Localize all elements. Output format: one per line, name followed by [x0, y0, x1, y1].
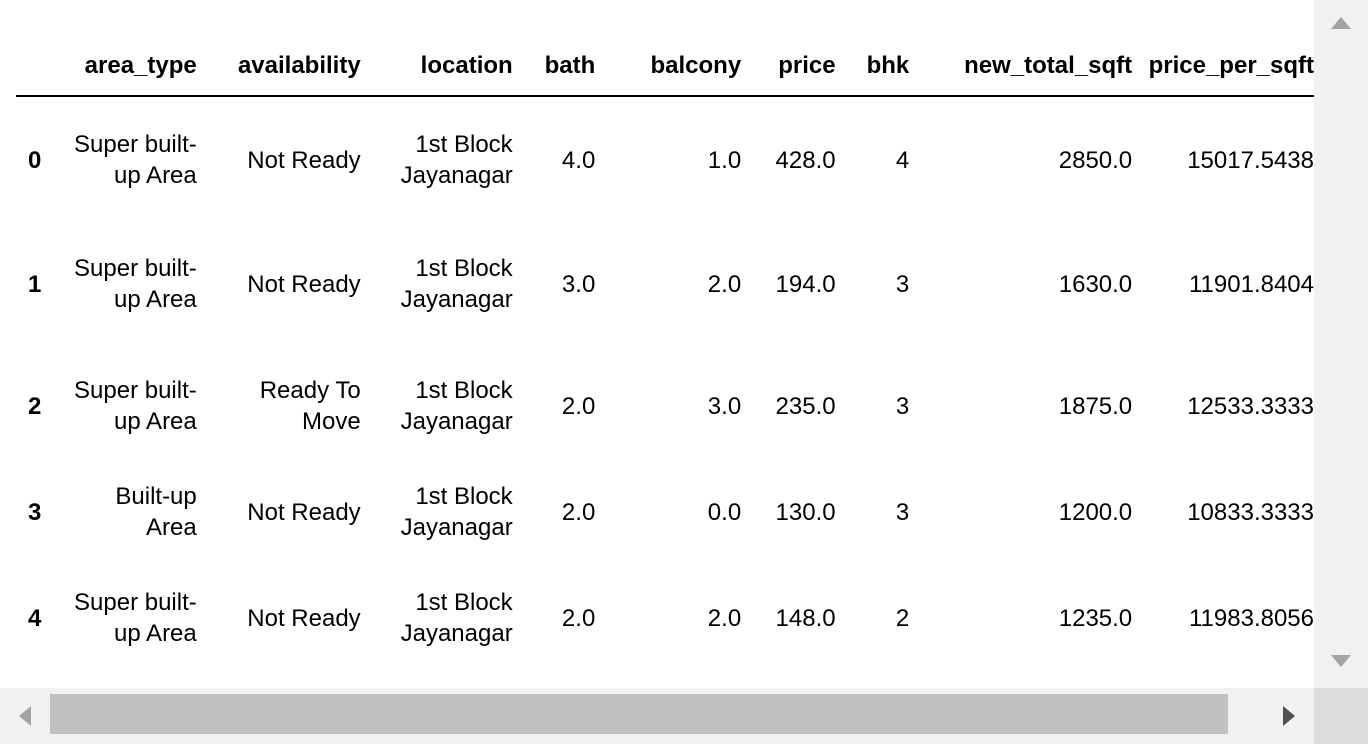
header-price-per-sqft: price_per_sqft [1132, 0, 1314, 97]
row-index: 4 [28, 604, 42, 632]
cell-bath: 2.0 [561, 392, 596, 420]
arrow-left-icon[interactable] [19, 706, 31, 726]
cell-area-type: Super built-up Area [74, 589, 197, 647]
dataframe-table: area_type availability location bath bal… [16, 0, 1314, 679]
header-availability: availability [196, 0, 361, 97]
cell-availability: Not Ready [247, 498, 361, 526]
cell-location: 1st Block Jayanagar [400, 255, 513, 313]
cell-price-per-sqft: 12533.3333 [1187, 392, 1314, 420]
cell-availability: Not Ready [247, 270, 361, 298]
table-row: 2 Super built-up Area Ready To Move 1st … [16, 345, 1314, 467]
cell-area-type: Super built-up Area [74, 377, 197, 435]
cell-bath: 3.0 [561, 270, 596, 298]
cell-balcony: 1.0 [707, 146, 742, 174]
cell-balcony: 0.0 [707, 498, 742, 526]
cell-area-type: Built-up Area [115, 483, 197, 541]
header-row: area_type availability location bath bal… [16, 0, 1314, 97]
cell-price-per-sqft: 11983.8056 [1188, 604, 1314, 632]
arrow-down-icon[interactable] [1331, 655, 1351, 667]
row-index: 3 [28, 498, 42, 526]
cell-new-total-sqft: 2850.0 [1058, 146, 1133, 174]
cell-availability: Not Ready [247, 146, 361, 174]
cell-price: 130.0 [775, 498, 836, 526]
cell-location: 1st Block Jayanagar [400, 377, 513, 435]
arrow-right-icon[interactable] [1283, 706, 1295, 726]
header-index [16, 0, 72, 97]
arrow-up-icon[interactable] [1331, 17, 1351, 29]
header-bath: bath [512, 0, 596, 97]
cell-bhk: 3 [895, 498, 910, 526]
cell-bhk: 2 [895, 604, 910, 632]
cell-bath: 2.0 [561, 498, 596, 526]
cell-bhk: 3 [895, 392, 910, 420]
cell-location: 1st Block Jayanagar [400, 589, 513, 647]
cell-bath: 2.0 [561, 604, 596, 632]
cell-bhk: 4 [895, 146, 910, 174]
cell-location: 1st Block Jayanagar [400, 131, 513, 189]
cell-new-total-sqft: 1875.0 [1058, 392, 1133, 420]
row-index: 2 [28, 392, 42, 420]
cell-balcony: 2.0 [707, 270, 742, 298]
header-location: location [360, 0, 513, 97]
table-row: 1 Super built-up Area Not Ready 1st Bloc… [16, 223, 1314, 345]
table-row: 0 Super built-up Area Not Ready 1st Bloc… [16, 96, 1314, 223]
cell-price: 148.0 [775, 604, 836, 632]
cell-price: 194.0 [775, 270, 836, 298]
cell-price-per-sqft: 15017.5438 [1187, 146, 1314, 174]
cell-area-type: Super built-up Area [74, 255, 197, 313]
scrollbar-corner [1314, 688, 1368, 744]
header-balcony: balcony [595, 0, 742, 97]
cell-price-per-sqft: 11901.8404 [1188, 270, 1314, 298]
table-row: 4 Super built-up Area Not Ready 1st Bloc… [16, 557, 1314, 679]
cell-availability: Ready To Move [259, 377, 361, 435]
vertical-scrollbar[interactable] [1314, 0, 1368, 688]
dataframe-output-area: area_type availability location bath bal… [16, 0, 1314, 679]
header-new-total-sqft: new_total_sqft [909, 0, 1133, 97]
cell-bhk: 3 [895, 270, 910, 298]
header-price: price [741, 0, 836, 97]
cell-price: 235.0 [775, 392, 836, 420]
cell-price-per-sqft: 10833.3333 [1187, 498, 1314, 526]
cell-location: 1st Block Jayanagar [400, 483, 513, 541]
cell-new-total-sqft: 1630.0 [1058, 270, 1133, 298]
horizontal-scroll-thumb[interactable] [50, 694, 1228, 734]
header-bhk: bhk [835, 0, 910, 97]
cell-balcony: 2.0 [707, 604, 742, 632]
row-index: 0 [28, 146, 42, 174]
table-row: 3 Built-up Area Not Ready 1st Block Jaya… [16, 467, 1314, 557]
cell-availability: Not Ready [247, 604, 361, 632]
cell-balcony: 3.0 [707, 392, 742, 420]
cell-new-total-sqft: 1200.0 [1058, 498, 1133, 526]
cell-bath: 4.0 [561, 146, 596, 174]
header-area-type: area_type [71, 0, 197, 97]
horizontal-scrollbar[interactable] [0, 688, 1314, 744]
row-index: 1 [28, 270, 42, 298]
cell-price: 428.0 [775, 146, 836, 174]
cell-new-total-sqft: 1235.0 [1058, 604, 1133, 632]
cell-area-type: Super built-up Area [74, 131, 197, 189]
